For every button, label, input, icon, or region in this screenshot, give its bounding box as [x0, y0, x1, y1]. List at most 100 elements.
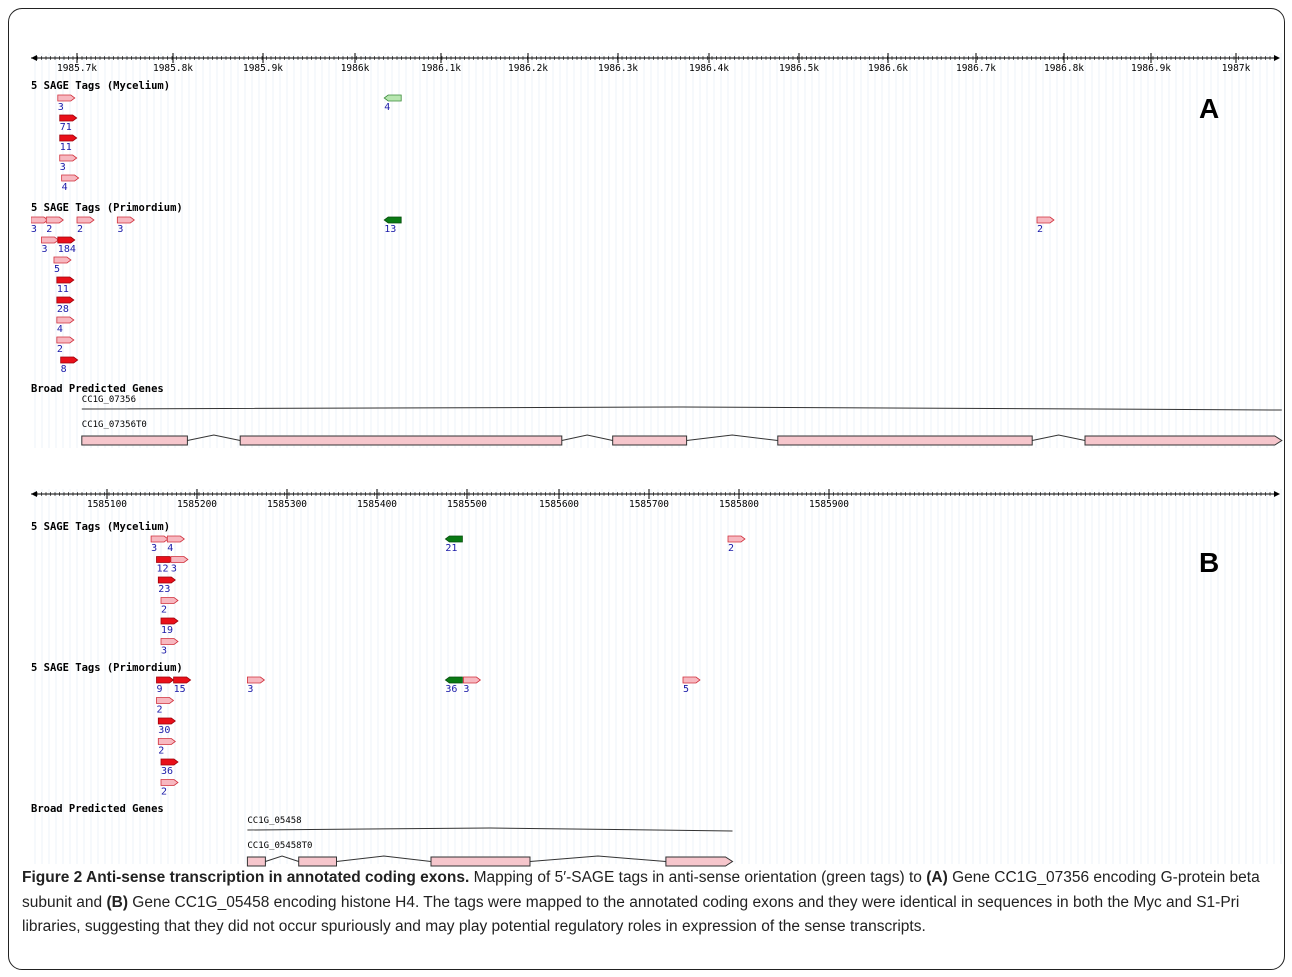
- tick-label: 1585300: [267, 499, 307, 510]
- tag-count-label: 21: [445, 543, 457, 554]
- intron-line: [1032, 434, 1086, 441]
- caption-ref-a: (A): [926, 869, 948, 886]
- sage-tag-arrow: [59, 114, 78, 122]
- tick-label: 1585100: [87, 499, 127, 510]
- figure-frame: 1985.7k 1985.8k 1985.9k 1986k 1986.1k 1986.2k…: [8, 8, 1285, 970]
- gene-track-label: Broad Predicted Genes: [31, 803, 164, 815]
- sage-tag-arrow: [59, 154, 78, 162]
- tag-count-label: 2: [161, 787, 167, 798]
- axis-left-arrow-icon: [31, 491, 37, 497]
- sage-tag-arrow: [166, 535, 185, 543]
- caption-ref-b: (B): [106, 893, 128, 911]
- tick-label: 1585700: [629, 499, 669, 510]
- tag-count-label: 3: [31, 224, 37, 235]
- tag-count-label: 36: [445, 684, 457, 695]
- tag-count-label: 184: [58, 244, 76, 255]
- tick-label: 1986.1k: [421, 63, 461, 74]
- tick-label: 1986.2k: [508, 63, 548, 74]
- panel-a-track-view: 1985.7k 1985.8k 1985.9k 1986k 1986.1k 1986.2k…: [31, 53, 1283, 448]
- exon-box: [777, 435, 1033, 446]
- sage-tag-arrow: [57, 94, 76, 102]
- background-gridlines: [34, 489, 1282, 864]
- sage-tag-arrow: [60, 356, 79, 364]
- intron-line: [187, 434, 241, 441]
- transcript-name-label: CC1G_05458T0: [247, 841, 312, 851]
- position-axis: 1585100 1585200 1585300 1585400 1585500 15856…: [31, 489, 1280, 510]
- tick-label: 1986.6k: [868, 63, 908, 74]
- tag-count-label: 3: [463, 684, 469, 695]
- sage-tag-arrow: [173, 676, 192, 684]
- tick-label: 1985.9k: [243, 63, 283, 74]
- track-label: 5 SAGE Tags (Mycelium): [31, 521, 170, 533]
- sage-tag-arrow: [41, 236, 60, 244]
- axis-right-arrow-icon: [1274, 491, 1280, 497]
- tick-label: 1585400: [357, 499, 397, 510]
- background-gridlines: [34, 53, 1282, 448]
- tag-count-label: 3: [117, 224, 123, 235]
- tag-count-label: 2: [728, 543, 734, 554]
- sage-tag-arrow: [444, 535, 463, 543]
- sage-tag-arrow: [61, 174, 80, 182]
- tick-label: 1986k: [341, 63, 370, 74]
- exon-box: [430, 856, 531, 867]
- tag-count-label: 15: [174, 684, 186, 695]
- sage-tag-arrow: [56, 276, 75, 284]
- tick-label: 1585600: [539, 499, 579, 510]
- sage-tag-arrow: [45, 216, 64, 224]
- tag-count-label: 4: [167, 543, 173, 554]
- gene-span-line: [81, 406, 1282, 411]
- intron-line: [265, 855, 299, 862]
- tag-count-label: 4: [384, 102, 390, 113]
- sage-tag-arrow: [157, 576, 176, 584]
- sage-track: 5 SAGE Tags (Primordium)3 2 2 3 13 23 18451128…: [31, 202, 1055, 375]
- tag-count-label: 11: [60, 142, 72, 153]
- tag-count-label: 3: [41, 244, 47, 255]
- tag-count-label: 11: [57, 284, 69, 295]
- caption-text-2: Gene CC1G_07356 encoding G-protein beta …: [22, 869, 1260, 911]
- tag-count-label: 3: [58, 102, 64, 113]
- tick-label: 1986.7k: [956, 63, 996, 74]
- tick-label: 1585900: [809, 499, 849, 510]
- sage-track: 5 SAGE Tags (Primordium) 9 15 3 36 3 5 2 30 2 36 2: [31, 662, 701, 798]
- tag-count-label: 3: [171, 564, 177, 575]
- track-label: 5 SAGE Tags (Mycelium): [31, 80, 170, 92]
- tick-label: 1986.3k: [598, 63, 638, 74]
- panel-b-letter: B: [1199, 547, 1220, 578]
- tag-count-label: 2: [158, 746, 164, 757]
- sage-tag-arrow: [160, 779, 179, 786]
- intron-line: [529, 855, 666, 862]
- sage-tag-arrow: [727, 535, 746, 543]
- gene-span-line: [247, 827, 733, 832]
- caption-title: Figure 2 Anti-sense transcription in ann…: [22, 869, 470, 886]
- tag-count-label: 36: [161, 766, 173, 777]
- tick-label: 1985.7k: [57, 63, 97, 74]
- sage-tag-arrow: [53, 256, 72, 264]
- sage-tag-arrow: [682, 676, 701, 684]
- tick-label: 1985.8k: [153, 63, 193, 74]
- intron-line: [686, 434, 778, 441]
- sage-tag-arrow: [116, 216, 135, 224]
- sage-tag-arrow: [157, 738, 176, 745]
- tag-count-label: 5: [54, 264, 60, 275]
- sage-tag-arrow: [160, 617, 179, 625]
- exon-box: [246, 856, 266, 867]
- panel-a: 1985.7k 1985.8k 1985.9k 1986k 1986.1k 1986.2k…: [31, 47, 1284, 452]
- tag-count-label: 23: [158, 584, 170, 595]
- gene-track: Broad Predicted Genes CC1G_05458 CC1G_0545…: [31, 803, 734, 867]
- panel-a-letter: A: [1199, 93, 1220, 124]
- tag-count-label: 2: [157, 705, 163, 716]
- sage-tag-arrow: [76, 216, 95, 224]
- panel-b-track-view: 1585100 1585200 1585300 1585400 1585500 15856…: [31, 489, 1282, 867]
- sage-tag-arrow: [56, 336, 75, 344]
- sage-tag-arrow: [383, 94, 402, 102]
- exon-box: [1084, 435, 1283, 446]
- exon-box: [239, 435, 563, 446]
- sage-tag-arrow: [444, 676, 463, 684]
- axis-left-arrow-icon: [31, 55, 37, 61]
- tag-count-label: 3: [151, 543, 157, 554]
- tag-count-label: 12: [157, 564, 169, 575]
- sage-tag-arrow: [1036, 216, 1055, 224]
- gene-name-label: CC1G_07356: [82, 395, 136, 405]
